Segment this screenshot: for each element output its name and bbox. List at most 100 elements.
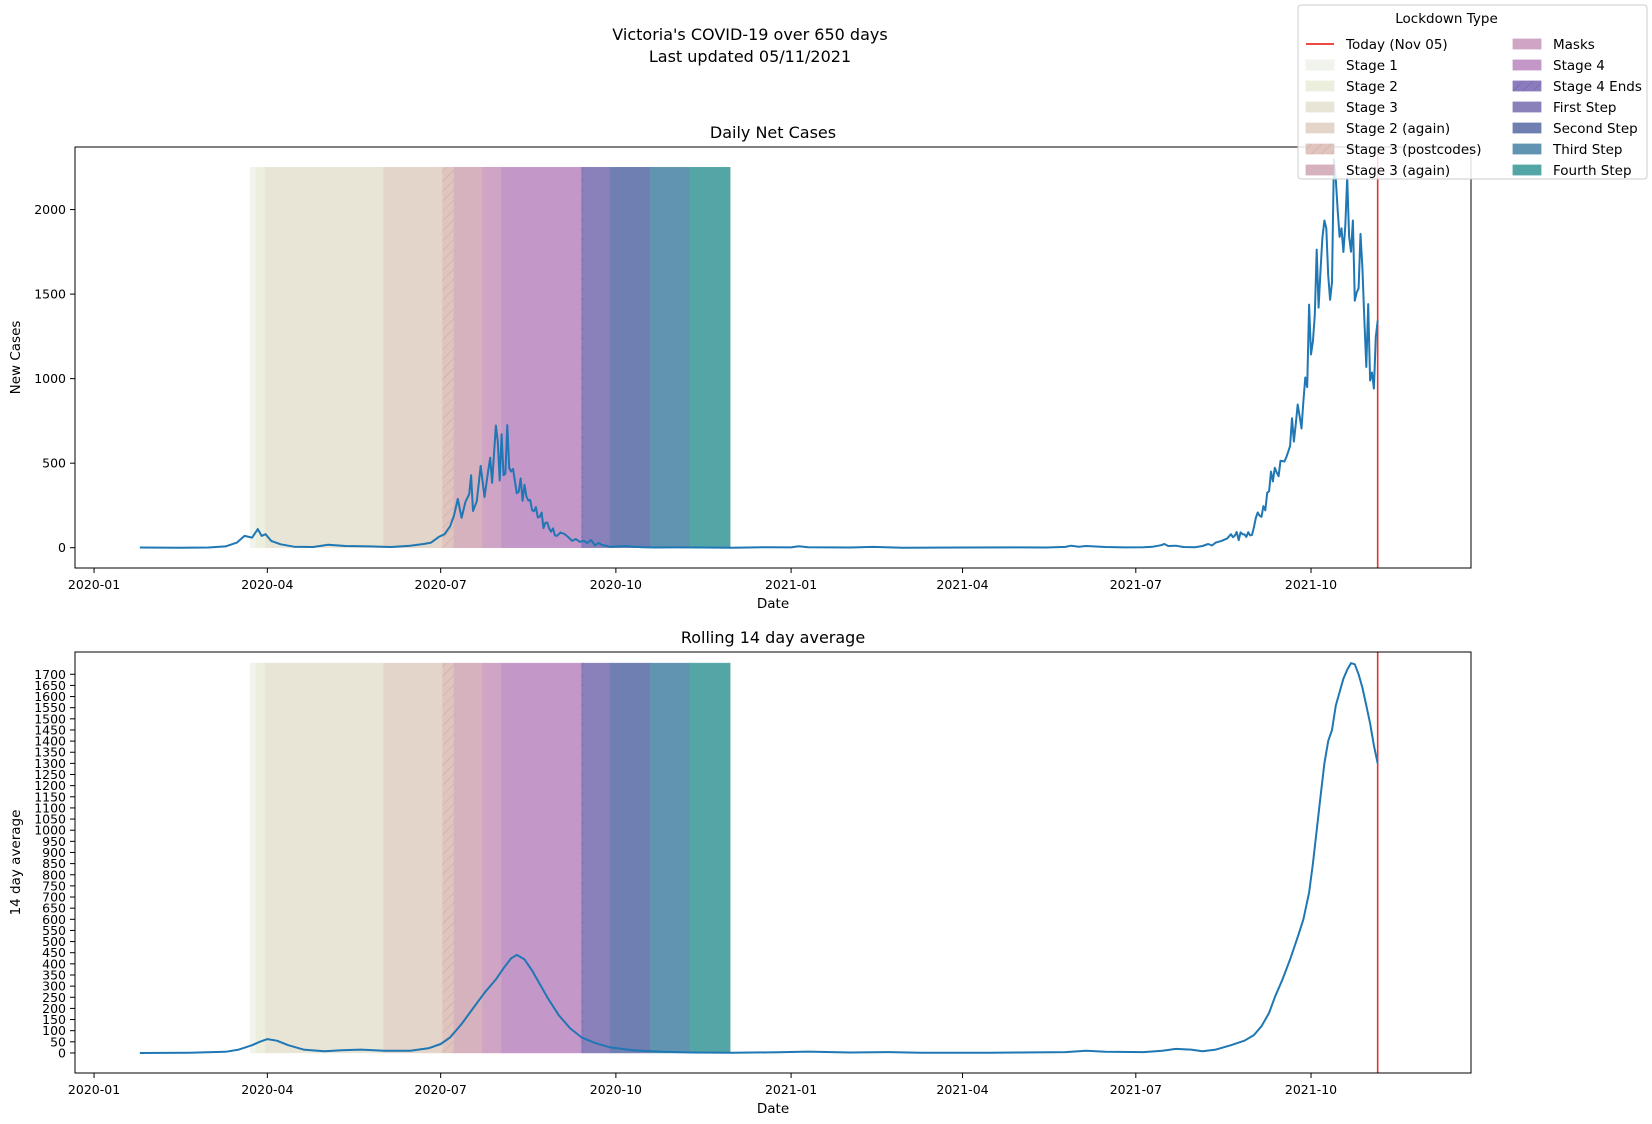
figure-title-line-1: Victoria's COVID-19 over 650 days	[612, 25, 887, 44]
legend-entry-label: Masks	[1553, 37, 1595, 53]
legend-entry-label: Stage 3 (postcodes)	[1346, 142, 1481, 158]
y-tick-label: 1200	[34, 778, 66, 793]
y-tick-label: 1100	[34, 800, 66, 815]
legend-swatch-stage-4	[1512, 59, 1542, 71]
x-tick-label: 2020-07	[415, 577, 467, 592]
x-tick-label: 2020-10	[590, 577, 642, 592]
y-tick-label: 1600	[34, 689, 66, 704]
y-tick-label: 1300	[34, 756, 66, 771]
x-tick-label: 2021-04	[936, 1082, 988, 1097]
x-tick-label: 2021-10	[1285, 577, 1337, 592]
x-tick-label: 2020-04	[241, 1082, 293, 1097]
plot-area	[139, 652, 1379, 1073]
lockdown-band-fourth-step	[689, 166, 731, 549]
legend-entry-label: First Step	[1553, 100, 1616, 116]
lockdown-band-stage-3-again-	[453, 662, 483, 1054]
y-axis-label: New Cases	[8, 321, 24, 395]
lockdown-band-stage-1	[249, 166, 257, 549]
legend-entry-label: Stage 1	[1346, 58, 1398, 74]
y-tick-label: 1700	[34, 667, 66, 682]
x-tick-label: 2020-01	[68, 1082, 120, 1097]
axes-title: Rolling 14 day average	[681, 628, 865, 647]
legend-entry-label: Third Step	[1552, 142, 1622, 158]
y-tick-label: 150	[42, 1012, 66, 1027]
y-tick-label: 1400	[34, 734, 66, 749]
y-tick-label: 950	[42, 834, 66, 849]
axes-frame	[74, 146, 1472, 569]
legend-entry-label: Fourth Step	[1553, 163, 1632, 179]
y-tick-label: 750	[42, 878, 66, 893]
plot-area	[139, 147, 1379, 568]
legend-frame	[1297, 4, 1648, 180]
x-tick-label: 2020-10	[590, 1082, 642, 1097]
legend-title: Lockdown Type	[1395, 11, 1498, 27]
axes-title: Daily Net Cases	[710, 123, 836, 142]
y-tick-label: 1650	[34, 678, 66, 693]
y-tick-label: 200	[42, 1001, 66, 1016]
y-tick-label: 650	[42, 901, 66, 916]
legend-swatch-masks	[1512, 38, 1542, 50]
lockdown-band-stage-2	[255, 166, 266, 549]
legend-swatch-stage-2-again-	[1305, 122, 1335, 134]
lockdown-band-stage-4	[501, 166, 582, 549]
y-tick-label: 2000	[34, 202, 66, 217]
y-tick-label: 0	[58, 1045, 66, 1060]
legend-entry-label: Stage 3	[1346, 100, 1398, 116]
y-tick-label: 1450	[34, 722, 66, 737]
x-tick-label: 2021-07	[1110, 577, 1162, 592]
daily-cases-plot: Daily Net Cases 2020-01 2020-04 2020-07 2020…	[8, 123, 1472, 612]
y-tick-label: 1000	[34, 823, 66, 838]
x-axis-label: Date	[757, 596, 789, 612]
y-tick-label: 550	[42, 923, 66, 938]
legend-swatch-stage-3-again-	[1305, 164, 1335, 176]
y-tick-label: 1500	[34, 287, 66, 302]
y-tick-label: 0	[58, 540, 66, 555]
y-tick-label: 1250	[34, 767, 66, 782]
y-tick-label: 400	[42, 956, 66, 971]
legend-swatch-fourth-step	[1512, 164, 1542, 176]
y-tick-label: 1350	[34, 745, 66, 760]
lockdown-band-masks	[482, 662, 502, 1054]
lockdown-band-stage-2	[255, 662, 266, 1054]
lockdown-band-fourth-step	[689, 662, 731, 1054]
legend-entry-label: Today (Nov 05)	[1345, 37, 1448, 53]
lockdown-band-third-step	[649, 166, 691, 549]
legend-entry-label: Stage 4 Ends	[1553, 79, 1642, 95]
lockdown-legend: Lockdown Type Today (Nov 05) Stage 1 Stage …	[1297, 4, 1648, 180]
y-tick-label: 500	[42, 456, 66, 471]
legend-entry-label: Second Step	[1553, 121, 1638, 137]
y-axis-label: 14 day average	[8, 810, 24, 916]
lockdown-band-second-step	[609, 166, 651, 549]
y-tick-label: 900	[42, 845, 66, 860]
x-tick-label: 2021-01	[765, 1082, 817, 1097]
x-tick-label: 2020-01	[68, 577, 120, 592]
x-tick-label: 2020-07	[415, 1082, 467, 1097]
legend-entry-label: Stage 2 (again)	[1346, 121, 1450, 137]
y-tick-label: 500	[42, 934, 66, 949]
legend-entry-label: Stage 4	[1553, 58, 1605, 74]
y-tick-label: 1500	[34, 711, 66, 726]
y-tick-label: 850	[42, 856, 66, 871]
y-tick-label: 1150	[34, 789, 66, 804]
lockdown-band-stage-3	[265, 662, 384, 1054]
lockdown-band-hatch	[442, 663, 454, 1053]
legend-swatch-third-step	[1512, 143, 1542, 155]
legend-swatch-hatch	[1513, 81, 1541, 91]
lockdown-band-hatch	[581, 663, 584, 1053]
x-tick-label: 2021-04	[936, 577, 988, 592]
lockdown-band-hatch	[581, 167, 584, 548]
lockdown-band-first-step	[583, 166, 611, 549]
lockdown-band-third-step	[649, 662, 691, 1054]
y-tick-label: 250	[42, 990, 66, 1005]
axes-frame	[74, 651, 1472, 1074]
x-axis-label: Date	[757, 1101, 789, 1117]
y-tick-label: 800	[42, 867, 66, 882]
y-tick-label: 300	[42, 979, 66, 994]
lockdown-band-stage-1	[249, 662, 257, 1054]
cases-series-line	[139, 662, 1379, 1054]
y-tick-label: 1050	[34, 812, 66, 827]
y-tick-label: 450	[42, 945, 66, 960]
lockdown-band-stage-2-again-	[383, 662, 443, 1054]
lockdown-band-second-step	[609, 662, 651, 1054]
